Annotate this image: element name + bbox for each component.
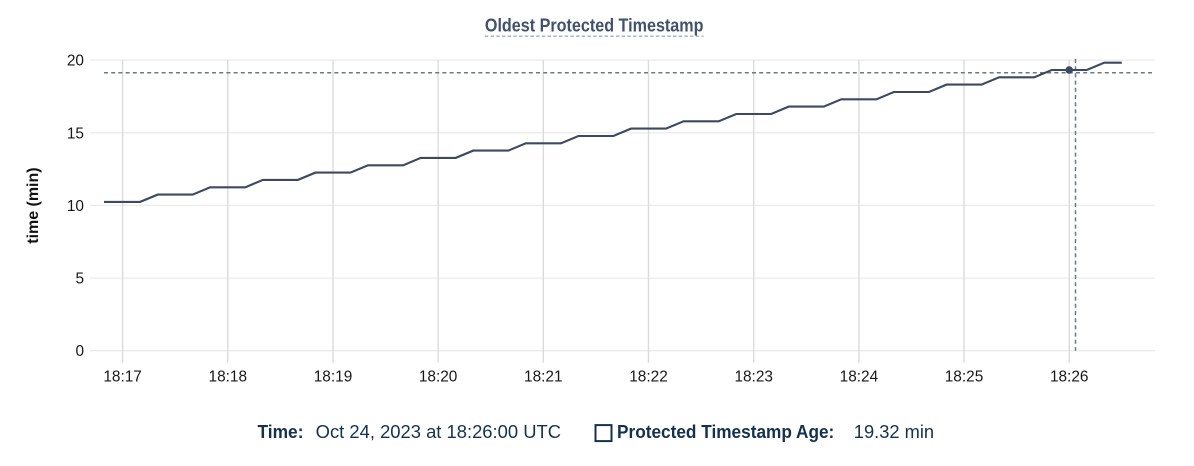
svg-text:Time:: Time: bbox=[258, 421, 304, 442]
svg-text:18:21: 18:21 bbox=[524, 369, 563, 386]
svg-text:18:26: 18:26 bbox=[1050, 369, 1089, 386]
svg-text:18:18: 18:18 bbox=[209, 369, 248, 386]
svg-text:18:25: 18:25 bbox=[945, 369, 984, 386]
svg-text:Oct 24, 2023 at 18:26:00 UTC: Oct 24, 2023 at 18:26:00 UTC bbox=[316, 421, 561, 442]
svg-text:18:17: 18:17 bbox=[103, 369, 142, 386]
svg-text:Protected Timestamp Age:: Protected Timestamp Age: bbox=[617, 421, 834, 442]
svg-text:time (min): time (min) bbox=[25, 168, 42, 244]
svg-text:15: 15 bbox=[67, 125, 84, 142]
svg-text:18:24: 18:24 bbox=[840, 369, 879, 386]
svg-text:18:20: 18:20 bbox=[419, 369, 458, 386]
svg-text:0: 0 bbox=[75, 343, 84, 360]
svg-text:18:23: 18:23 bbox=[734, 369, 773, 386]
svg-text:18:22: 18:22 bbox=[629, 369, 668, 386]
svg-text:Oldest Protected Timestamp: Oldest Protected Timestamp bbox=[485, 15, 704, 36]
svg-text:10: 10 bbox=[67, 198, 84, 215]
svg-text:19.32 min: 19.32 min bbox=[854, 421, 934, 442]
svg-text:20: 20 bbox=[67, 53, 84, 70]
svg-text:18:19: 18:19 bbox=[314, 369, 353, 386]
svg-text:5: 5 bbox=[75, 271, 84, 288]
